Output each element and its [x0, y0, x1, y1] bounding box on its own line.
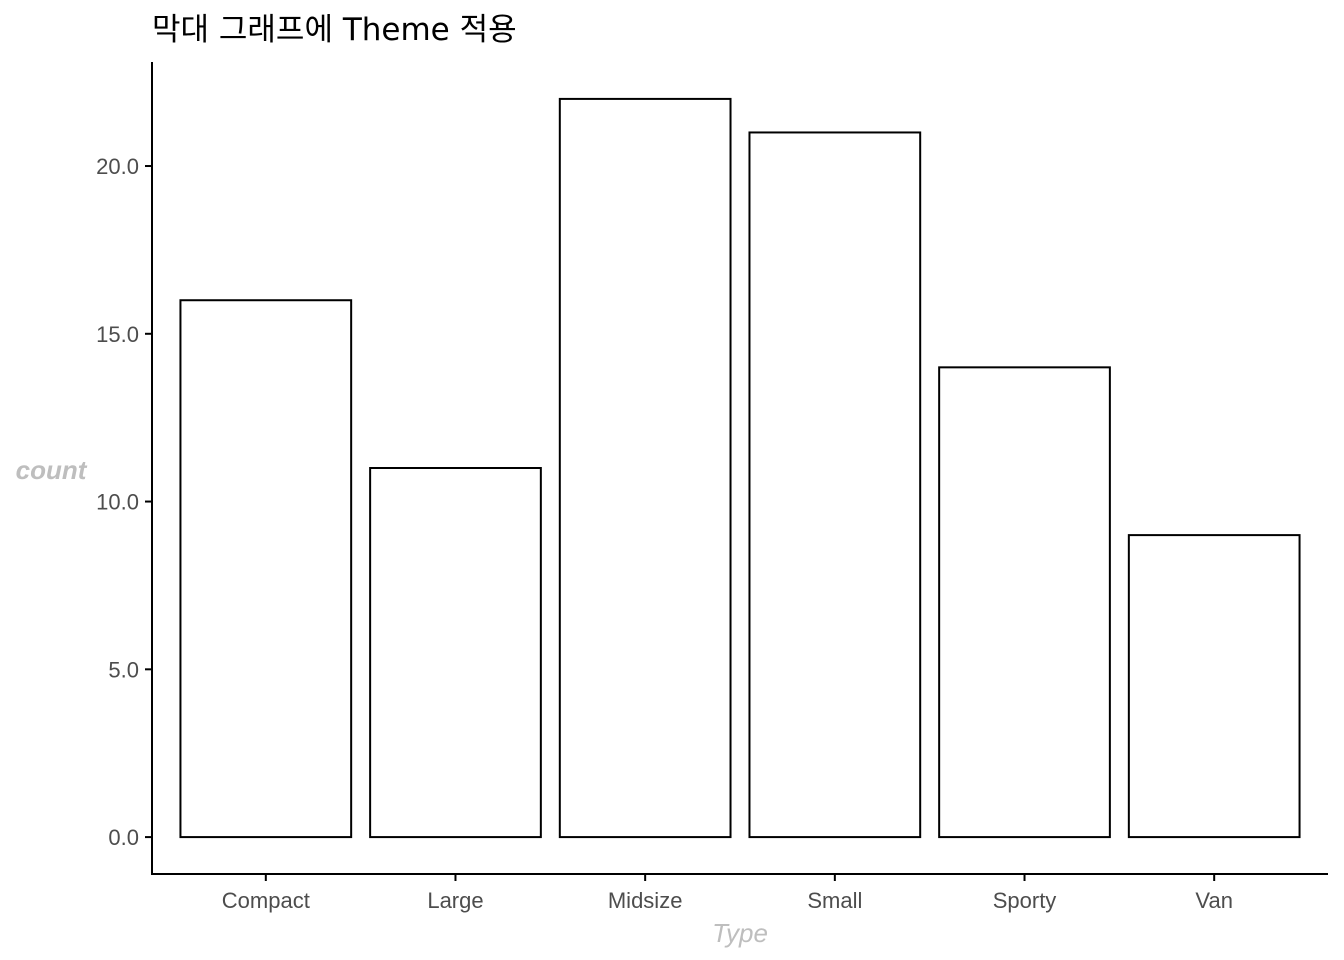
bar-van	[1127, 534, 1301, 839]
bars-group	[179, 97, 1301, 839]
y-tick-label: 15.0	[96, 322, 139, 347]
chart-title: 막대 그래프에 Theme 적용	[152, 12, 517, 48]
x-tick-label: Sporty	[993, 888, 1057, 913]
x-tick-label: Small	[807, 888, 862, 913]
x-tick-label: Van	[1195, 888, 1233, 913]
y-tick-label: 20.0	[96, 154, 139, 179]
x-tick-label: Large	[427, 888, 483, 913]
x-ticks-group: Compact Large Midsize Small Sporty Van	[222, 874, 1233, 913]
y-tick-label: 0.0	[108, 825, 139, 850]
bar-small	[748, 131, 922, 839]
y-axis-title: count	[16, 455, 88, 485]
x-tick-label: Midsize	[608, 888, 683, 913]
bar-midsize	[558, 97, 732, 839]
bar-compact	[179, 299, 353, 839]
bar-sporty	[938, 366, 1111, 839]
x-axis-title: Type	[712, 918, 768, 948]
y-ticks-group: 0.0 5.0 10.0 15.0 20.0	[96, 154, 152, 850]
y-tick-label: 5.0	[108, 657, 139, 682]
y-tick-label: 10.0	[96, 490, 139, 515]
bar-large	[369, 467, 542, 839]
x-tick-label: Compact	[222, 888, 310, 913]
